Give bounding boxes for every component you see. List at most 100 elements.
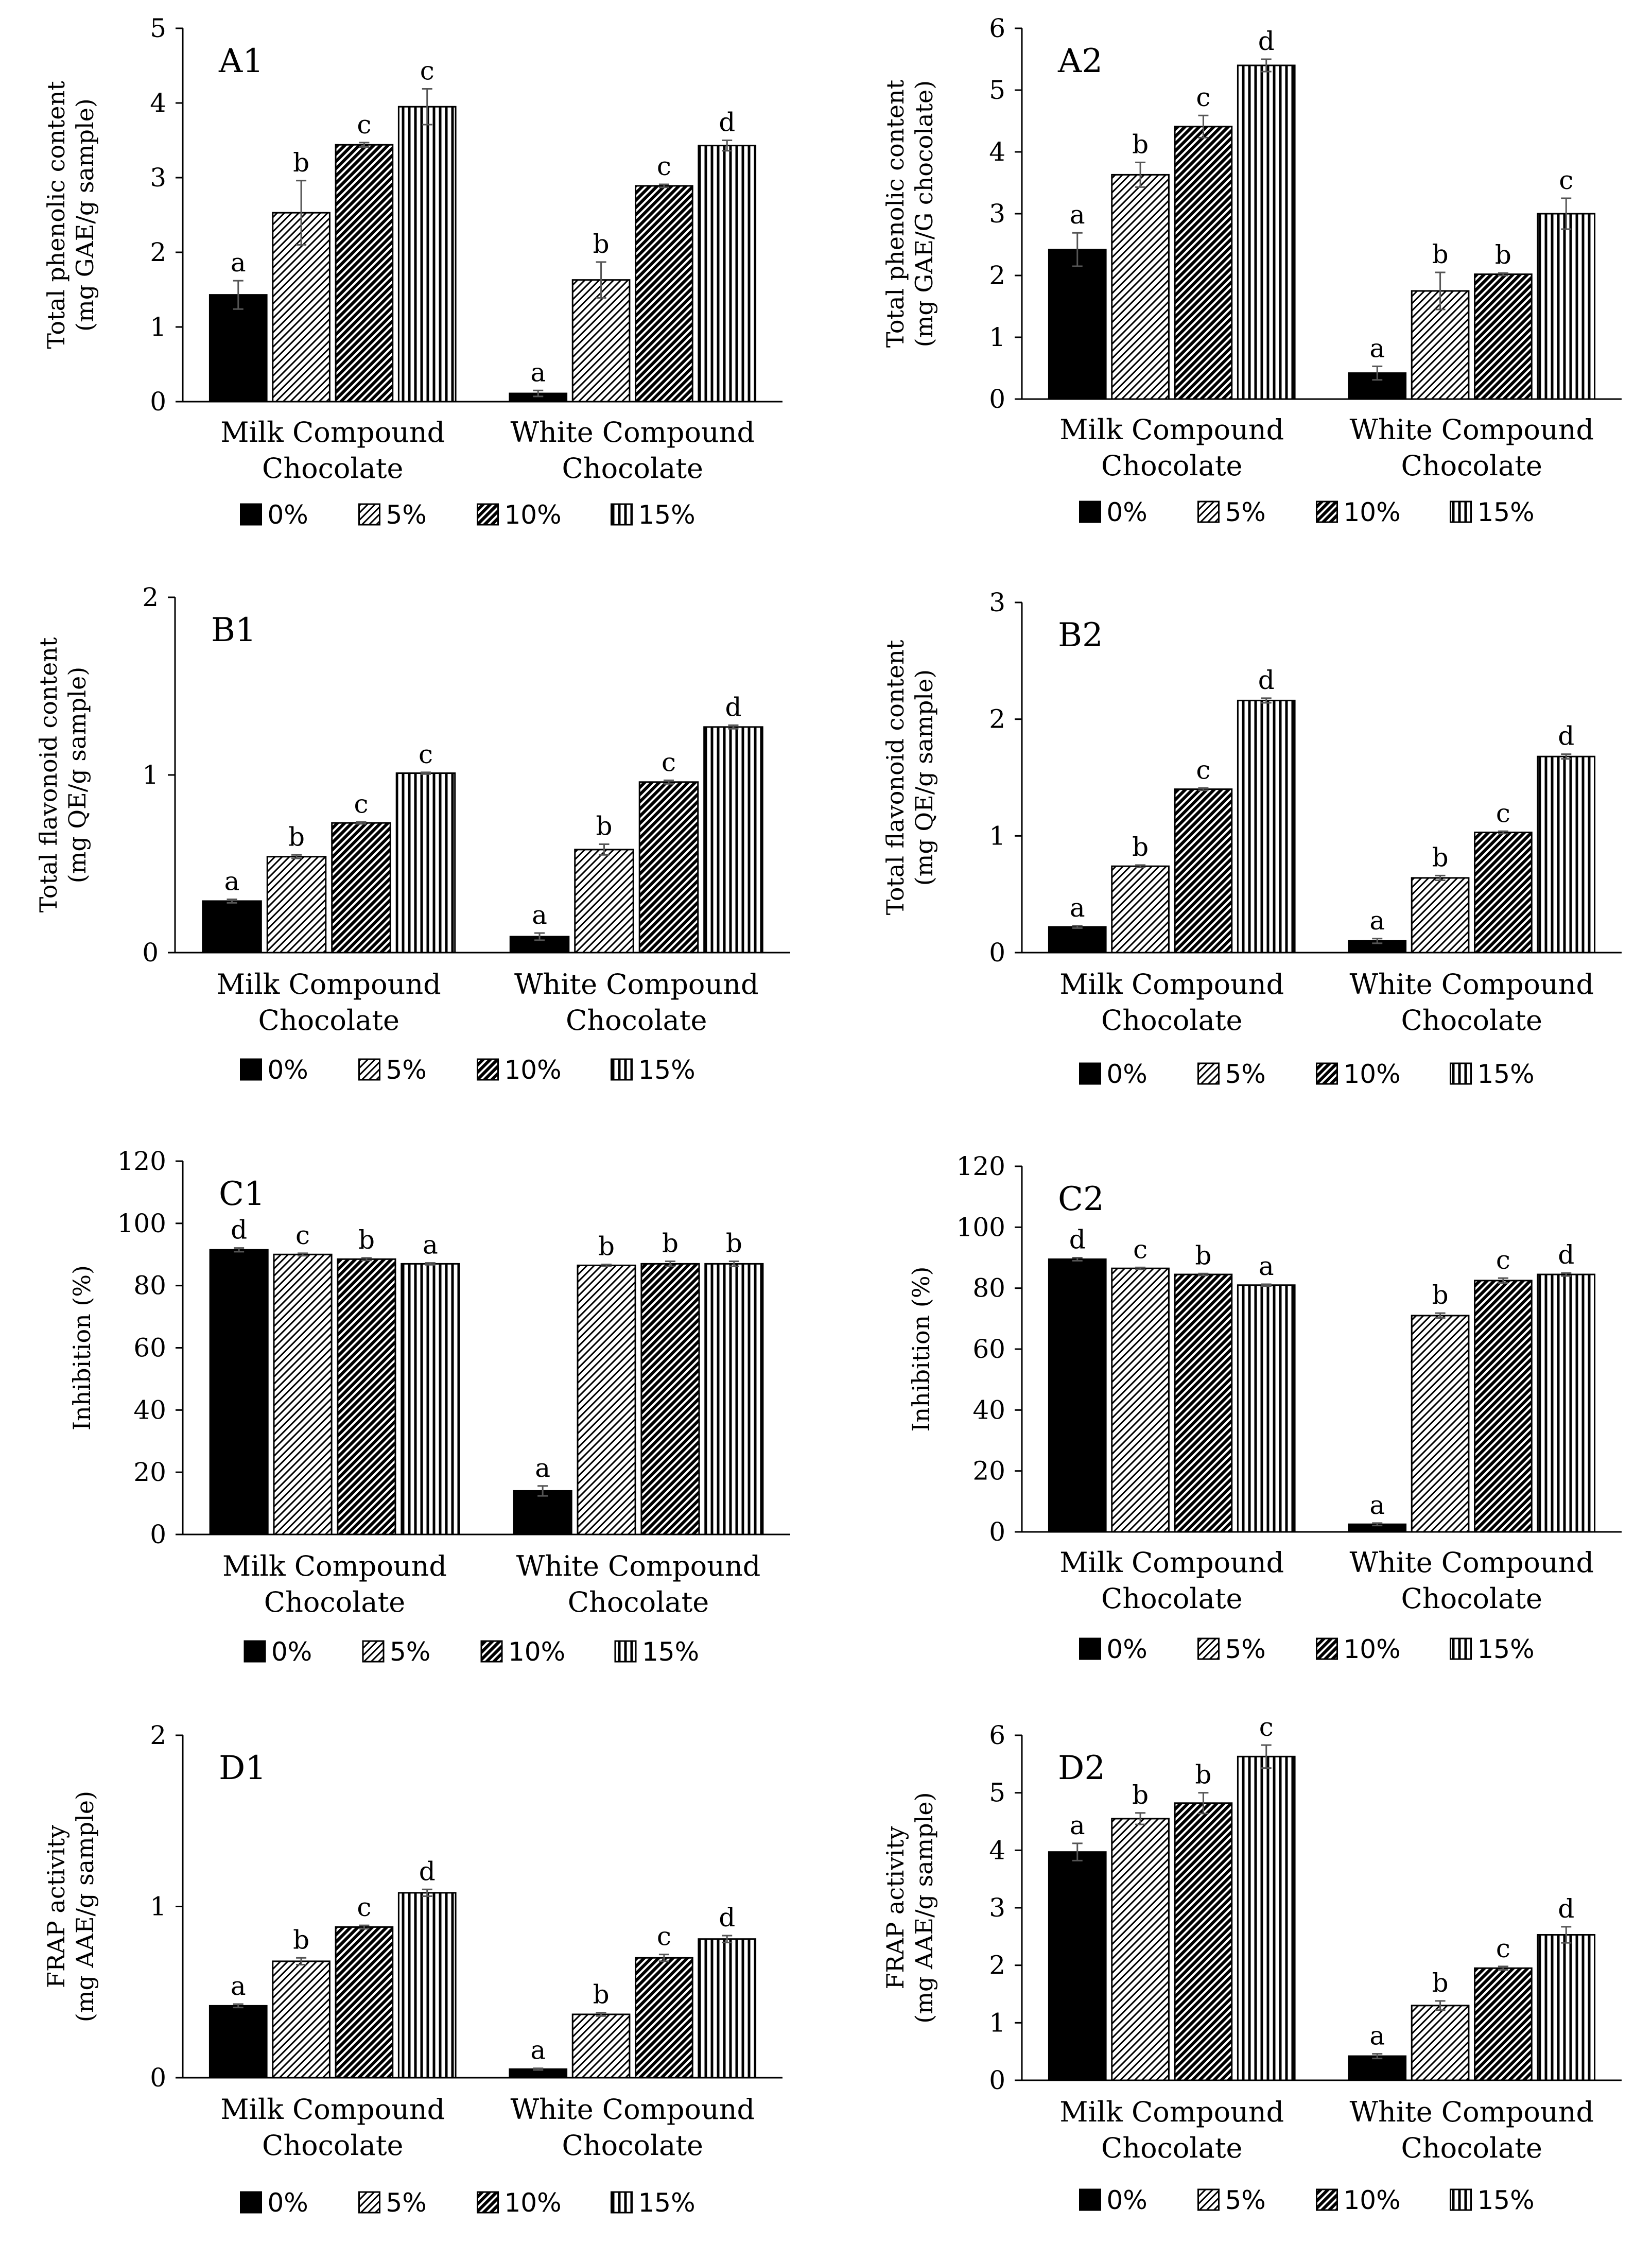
bar-c2-white-2 bbox=[1474, 1280, 1533, 1533]
y-tick-label: 120 bbox=[957, 1151, 1005, 1181]
category-label: Milk Compound bbox=[1059, 968, 1284, 1000]
legend-label: 10% bbox=[1344, 2185, 1401, 2215]
y-tick-label: 0 bbox=[989, 1517, 1005, 1547]
y-tick-label: 1 bbox=[142, 760, 159, 790]
legend-swatch bbox=[240, 2191, 262, 2214]
y-tick-label: 0 bbox=[989, 938, 1005, 968]
category-label: White Compound bbox=[1349, 413, 1594, 446]
legend-label: 10% bbox=[1344, 1059, 1401, 1089]
bar-b2-white-3 bbox=[1537, 755, 1596, 954]
bar-c2-white-3 bbox=[1537, 1273, 1596, 1533]
significance-letter: a bbox=[530, 357, 546, 387]
significance-letter: a bbox=[231, 1971, 246, 2001]
significance-letter: a bbox=[231, 248, 246, 278]
y-tick-label: 60 bbox=[133, 1333, 166, 1363]
y-tick-label: 3 bbox=[989, 1893, 1005, 1923]
significance-letter: d bbox=[1069, 1225, 1086, 1255]
significance-letter: a bbox=[1369, 906, 1385, 936]
legend-swatch bbox=[477, 503, 499, 526]
significance-letter: c bbox=[1259, 1712, 1274, 1742]
significance-letter: b bbox=[1195, 1760, 1211, 1790]
legend-swatch bbox=[1450, 1637, 1472, 1660]
significance-letter: a bbox=[535, 1453, 550, 1483]
bar-a1-white-2 bbox=[635, 185, 693, 403]
significance-letter: a bbox=[1070, 893, 1085, 923]
bar-c1-milk-0 bbox=[209, 1249, 269, 1535]
y-axis-label: Inhibition (%) bbox=[68, 1265, 96, 1430]
bar-d1-white-3 bbox=[698, 1938, 757, 2079]
significance-letter: d bbox=[1258, 26, 1275, 56]
y-tick-label: 0 bbox=[142, 938, 159, 968]
significance-letter: b bbox=[662, 1229, 679, 1258]
legend: 0% 5% 10% 15% bbox=[1079, 1059, 1535, 1089]
y-tick-label: 2 bbox=[989, 1951, 1005, 1980]
y-tick-label: 40 bbox=[972, 1395, 1005, 1425]
y-tick-label: 80 bbox=[133, 1271, 166, 1301]
legend-swatch bbox=[362, 1640, 385, 1663]
category-label: Chocolate bbox=[1401, 2132, 1542, 2164]
legend-label: 15% bbox=[1477, 497, 1535, 527]
panel-b2: 0 1 2 3 B2 Total flavonoid content (mg QE/g sa… bbox=[881, 588, 1622, 1089]
bar-b2-milk-2 bbox=[1174, 788, 1233, 954]
panel-label: C1 bbox=[219, 1175, 265, 1213]
significance-letter: d bbox=[1558, 1894, 1574, 1924]
panel-label: B1 bbox=[211, 611, 256, 649]
category-label: White Compound bbox=[1349, 968, 1594, 1000]
bar-a1-milk-2 bbox=[335, 144, 394, 403]
y-tick-label: 120 bbox=[117, 1146, 166, 1176]
legend-swatch bbox=[358, 1058, 380, 1081]
bar-d2-milk-3 bbox=[1237, 1755, 1296, 2081]
bar-a2-white-3 bbox=[1537, 213, 1596, 400]
legend: 0% 5% 10% 15% bbox=[1079, 1634, 1535, 1664]
legend-label: 10% bbox=[508, 1637, 565, 1667]
significance-letter: a bbox=[224, 867, 240, 896]
significance-letter: b bbox=[1132, 129, 1149, 159]
legend-label: 15% bbox=[642, 1637, 699, 1667]
y-axis-label: Total phenolic content bbox=[42, 81, 70, 349]
legend-swatch bbox=[611, 2191, 633, 2214]
significance-letter: c bbox=[1496, 798, 1510, 828]
y-tick-label: 2 bbox=[150, 1720, 166, 1750]
significance-letter: c bbox=[1196, 82, 1210, 112]
legend-label: 10% bbox=[1344, 1634, 1401, 1664]
legend-swatch bbox=[1316, 501, 1338, 523]
significance-letter: b bbox=[1195, 1240, 1211, 1270]
category-label: Chocolate bbox=[562, 2129, 703, 2162]
bar-c1-milk-1 bbox=[273, 1253, 333, 1535]
y-axis-label: Total flavonoid content bbox=[34, 637, 62, 912]
y-tick-label: 2 bbox=[989, 261, 1005, 290]
y-tick-label: 6 bbox=[989, 13, 1005, 43]
legend-label: 0% bbox=[1107, 1059, 1147, 1089]
significance-letter: c bbox=[295, 1220, 310, 1250]
y-tick-label: 60 bbox=[972, 1334, 1005, 1364]
significance-letter: d bbox=[1558, 721, 1574, 751]
y-tick-label: 3 bbox=[989, 588, 1005, 617]
category-label: Chocolate bbox=[1101, 450, 1242, 482]
bar-d2-white-1 bbox=[1411, 2005, 1470, 2081]
panel-d2: 0 1 2 3 4 5 6 D2 FRAP activity (mg AAE/g sample) a… bbox=[881, 1712, 1622, 2215]
bar-d1-milk-3 bbox=[397, 1892, 457, 2079]
legend-label: 0% bbox=[268, 2188, 308, 2218]
legend: 0% 5% 10% 15% bbox=[1079, 497, 1535, 527]
legend-label: 15% bbox=[1477, 2185, 1535, 2215]
significance-letter: c bbox=[357, 1892, 371, 1922]
bar-a1-white-3 bbox=[698, 145, 757, 403]
category-label: Chocolate bbox=[1401, 450, 1542, 482]
bar-c2-milk-2 bbox=[1174, 1273, 1233, 1533]
legend-label: 5% bbox=[386, 500, 427, 530]
legend-label: 15% bbox=[1477, 1634, 1535, 1664]
y-tick-label: 1 bbox=[150, 312, 166, 342]
legend-swatch bbox=[614, 1640, 637, 1663]
bar-a2-white-0 bbox=[1348, 372, 1407, 400]
significance-letter: d bbox=[419, 1856, 436, 1886]
panel-label: D2 bbox=[1058, 1749, 1105, 1787]
significance-letter: b bbox=[1432, 1280, 1449, 1310]
bar-a1-milk-3 bbox=[397, 106, 457, 403]
panel-label: C2 bbox=[1058, 1180, 1104, 1218]
legend-swatch bbox=[1316, 1062, 1338, 1085]
significance-letter: a bbox=[1369, 1490, 1385, 1520]
legend-swatch bbox=[240, 503, 262, 526]
bar-a2-milk-0 bbox=[1048, 249, 1107, 400]
significance-letter: c bbox=[657, 1922, 671, 1952]
legend: 0% 5% 10% 15% bbox=[240, 2188, 695, 2218]
